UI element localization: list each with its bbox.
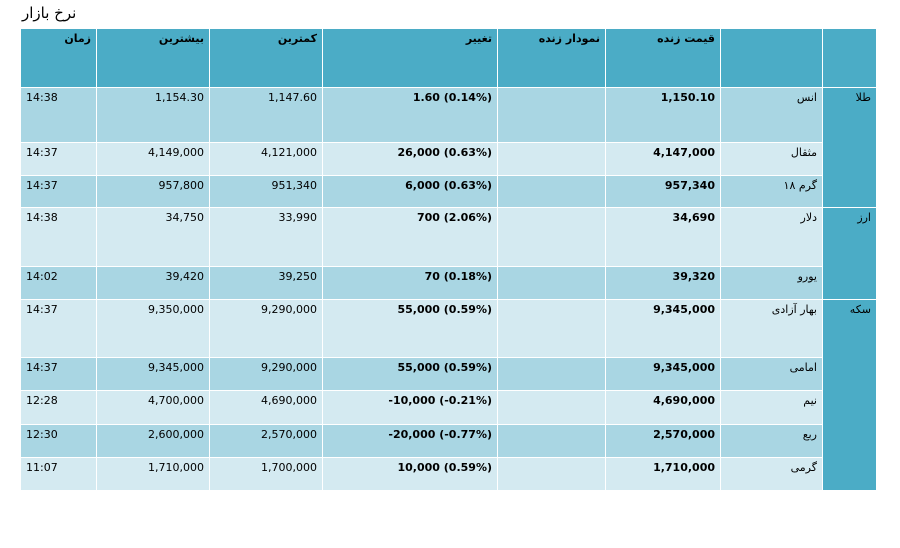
item-label: بهار آزادی xyxy=(720,299,823,358)
price-cell: 4,690,000 xyxy=(605,390,721,425)
table-row: 14:37 957,800 951,340 6,000 (0.63%) 957,… xyxy=(20,175,877,208)
item-label: مثقال xyxy=(720,142,823,176)
item-label: نیم xyxy=(720,390,823,425)
item-label: انس xyxy=(720,87,823,143)
change-cell: -10,000 (-0.21%) xyxy=(322,390,498,425)
chart-cell xyxy=(497,142,606,176)
low-cell: 9,290,000 xyxy=(209,299,323,358)
high-cell: 4,700,000 xyxy=(96,390,210,425)
chart-cell xyxy=(497,390,606,425)
table-row: 14:37 9,345,000 9,290,000 55,000 (0.59%)… xyxy=(20,357,877,391)
item-label: ربع xyxy=(720,424,823,458)
price-cell: 34,690 xyxy=(605,207,721,267)
change-cell: 6,000 (0.63%) xyxy=(322,175,498,208)
high-cell: 4,149,000 xyxy=(96,142,210,176)
page-title: نرخ بازار xyxy=(22,4,77,22)
change-cell: 700 (2.06%) xyxy=(322,207,498,267)
chart-cell xyxy=(497,175,606,208)
change-cell: 1.60 (0.14%) xyxy=(322,87,498,143)
chart-cell xyxy=(497,207,606,267)
header-chart: نمودار زنده xyxy=(497,28,606,88)
change-cell: 10,000 (0.59%) xyxy=(322,457,498,491)
header-label xyxy=(720,28,823,88)
time-cell: 14:38 xyxy=(20,207,97,267)
item-label: دلار xyxy=(720,207,823,267)
chart-cell xyxy=(497,357,606,391)
table-row: 11:07 1,710,000 1,700,000 10,000 (0.59%)… xyxy=(20,457,877,491)
change-cell: 55,000 (0.59%) xyxy=(322,299,498,358)
time-cell: 12:30 xyxy=(20,424,97,458)
table-row: 14:37 9,350,000 9,290,000 55,000 (0.59%)… xyxy=(20,299,877,491)
time-cell: 11:07 xyxy=(20,457,97,491)
item-label: گرمی xyxy=(720,457,823,491)
low-cell: 951,340 xyxy=(209,175,323,208)
item-label: امامی xyxy=(720,357,823,391)
table-row: 14:02 39,420 39,250 70 (0.18%) 39,320 یو… xyxy=(20,266,877,300)
market-table: زمان بیشترین کمترین تغییر نمودار زنده قی… xyxy=(20,28,877,491)
chart-cell xyxy=(497,424,606,458)
low-cell: 1,700,000 xyxy=(209,457,323,491)
price-cell: 39,320 xyxy=(605,266,721,300)
low-cell: 4,690,000 xyxy=(209,390,323,425)
time-cell: 14:37 xyxy=(20,299,97,358)
chart-cell xyxy=(497,87,606,143)
high-cell: 9,350,000 xyxy=(96,299,210,358)
price-cell: 1,150.10 xyxy=(605,87,721,143)
group-label-gold: طلا xyxy=(822,87,877,208)
table-row: 14:38 1,154.30 1,147.60 1.60 (0.14%) 1,1… xyxy=(20,87,877,208)
high-cell: 34,750 xyxy=(96,207,210,267)
header-row: زمان بیشترین کمترین تغییر نمودار زنده قی… xyxy=(20,28,877,88)
price-cell: 9,345,000 xyxy=(605,299,721,358)
price-cell: 957,340 xyxy=(605,175,721,208)
low-cell: 4,121,000 xyxy=(209,142,323,176)
high-cell: 1,154.30 xyxy=(96,87,210,143)
high-cell: 2,600,000 xyxy=(96,424,210,458)
header-time: زمان xyxy=(20,28,97,88)
price-cell: 2,570,000 xyxy=(605,424,721,458)
low-cell: 39,250 xyxy=(209,266,323,300)
group-label-coin: سکه xyxy=(822,299,877,491)
price-cell: 4,147,000 xyxy=(605,142,721,176)
low-cell: 1,147.60 xyxy=(209,87,323,143)
item-label: گرم ۱۸ xyxy=(720,175,823,208)
header-high: بیشترین xyxy=(96,28,210,88)
price-cell: 9,345,000 xyxy=(605,357,721,391)
header-low: کمترین xyxy=(209,28,323,88)
price-cell: 1,710,000 xyxy=(605,457,721,491)
header-price: قیمت زنده xyxy=(605,28,721,88)
time-cell: 14:37 xyxy=(20,142,97,176)
table-row: 12:28 4,700,000 4,690,000 -10,000 (-0.21… xyxy=(20,390,877,425)
table-row: 14:38 34,750 33,990 700 (2.06%) 34,690 د… xyxy=(20,207,877,300)
low-cell: 2,570,000 xyxy=(209,424,323,458)
time-cell: 14:02 xyxy=(20,266,97,300)
low-cell: 33,990 xyxy=(209,207,323,267)
header-group xyxy=(822,28,877,88)
change-cell: -20,000 (-0.77%) xyxy=(322,424,498,458)
group-label-currency: ارز xyxy=(822,207,877,300)
high-cell: 39,420 xyxy=(96,266,210,300)
high-cell: 1,710,000 xyxy=(96,457,210,491)
header-change: تغییر xyxy=(322,28,498,88)
chart-cell xyxy=(497,266,606,300)
table-row: 12:30 2,600,000 2,570,000 -20,000 (-0.77… xyxy=(20,424,877,458)
low-cell: 9,290,000 xyxy=(209,357,323,391)
time-cell: 12:28 xyxy=(20,390,97,425)
chart-cell xyxy=(497,457,606,491)
change-cell: 70 (0.18%) xyxy=(322,266,498,300)
chart-cell xyxy=(497,299,606,358)
time-cell: 14:38 xyxy=(20,87,97,143)
high-cell: 957,800 xyxy=(96,175,210,208)
item-label: یورو xyxy=(720,266,823,300)
time-cell: 14:37 xyxy=(20,357,97,391)
time-cell: 14:37 xyxy=(20,175,97,208)
change-cell: 55,000 (0.59%) xyxy=(322,357,498,391)
high-cell: 9,345,000 xyxy=(96,357,210,391)
change-cell: 26,000 (0.63%) xyxy=(322,142,498,176)
table-row: 14:37 4,149,000 4,121,000 26,000 (0.63%)… xyxy=(20,142,877,176)
